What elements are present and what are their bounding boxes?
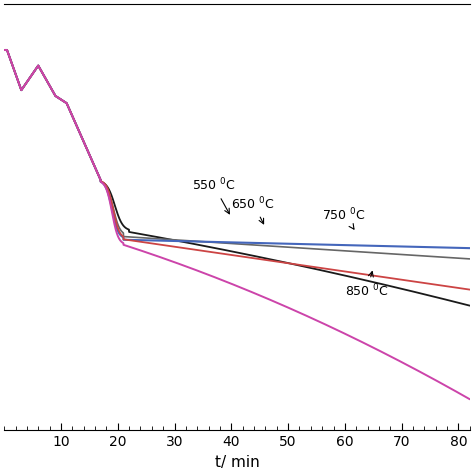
Text: 850 $^0$C: 850 $^0$C <box>345 272 389 299</box>
Text: 650 $^0$C: 650 $^0$C <box>231 195 275 224</box>
X-axis label: t/ min: t/ min <box>215 455 259 470</box>
Text: 750 $^0$C: 750 $^0$C <box>322 207 366 229</box>
Text: 550 $^0$C: 550 $^0$C <box>191 177 236 214</box>
